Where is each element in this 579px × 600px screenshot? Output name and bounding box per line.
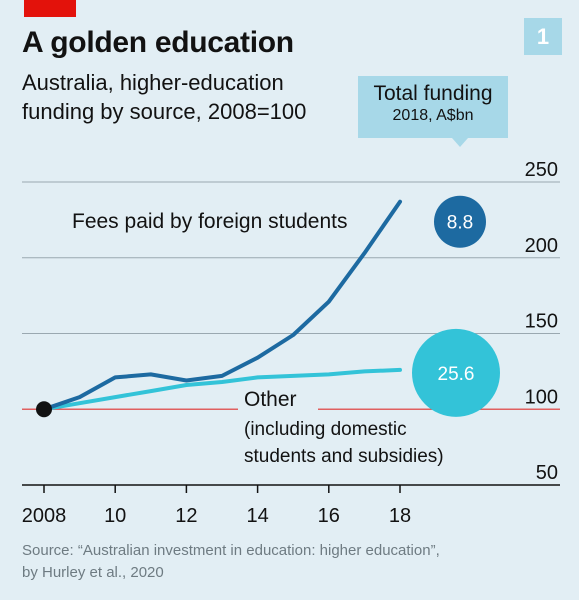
callout-pointer	[452, 138, 468, 147]
y-tick-label: 150	[525, 311, 558, 333]
series-label-other-detail-2: students and subsidies)	[244, 446, 444, 467]
callout-subtitle: 2018, A$bn	[392, 107, 474, 124]
source-line-1: Source: “Australian investment in educat…	[22, 542, 440, 559]
y-tick-label: 250	[525, 159, 558, 181]
label-layer: 50 100 150 200 250 2008 10 12 14 16 18 8.8 25.6 Fees …	[22, 159, 558, 527]
subtitle-line-1: Australia, higher-education	[22, 70, 284, 95]
source-note: Source: “Australian investment in educat…	[22, 540, 562, 584]
y-tick-label: 100	[525, 386, 558, 408]
origin-dot	[36, 401, 52, 418]
other-total-bubble	[412, 328, 500, 417]
series-label-other: Other	[244, 388, 297, 411]
other-label-backdrop	[238, 384, 318, 412]
total-funding-callout: Total funding 2018, A$bn	[358, 76, 508, 147]
callout-title: Total funding	[373, 82, 493, 105]
series-line-other	[42, 367, 402, 412]
brand-red-tag	[24, 0, 76, 17]
x-tick-label: 10	[104, 505, 126, 527]
chart-title: A golden education	[22, 26, 294, 59]
y-tick-label: 50	[536, 462, 558, 484]
x-tick-label: 18	[389, 505, 411, 527]
x-tick-label: 2008	[22, 505, 67, 527]
source-line-2: by Hurley et al., 2020	[22, 564, 164, 581]
series-layer	[36, 195, 500, 418]
series-label-foreign: Fees paid by foreign students	[72, 210, 348, 233]
subtitle-line-2: funding by source, 2008=100	[22, 99, 307, 124]
x-tick-label: 12	[175, 505, 197, 527]
chart-subtitle: Australia, higher-education funding by s…	[22, 68, 362, 126]
series-line-foreign-fees	[42, 199, 402, 412]
foreign-total-bubble	[434, 195, 486, 248]
y-tick-label: 200	[525, 235, 558, 257]
x-tick-label: 14	[246, 505, 268, 527]
x-tick-label: 16	[318, 505, 340, 527]
foreign-total-value: 8.8	[447, 213, 473, 234]
series-label-other-detail-1: (including domestic	[244, 419, 407, 440]
other-total-value: 25.6	[438, 364, 475, 385]
chart-number-badge: 1	[524, 18, 562, 55]
